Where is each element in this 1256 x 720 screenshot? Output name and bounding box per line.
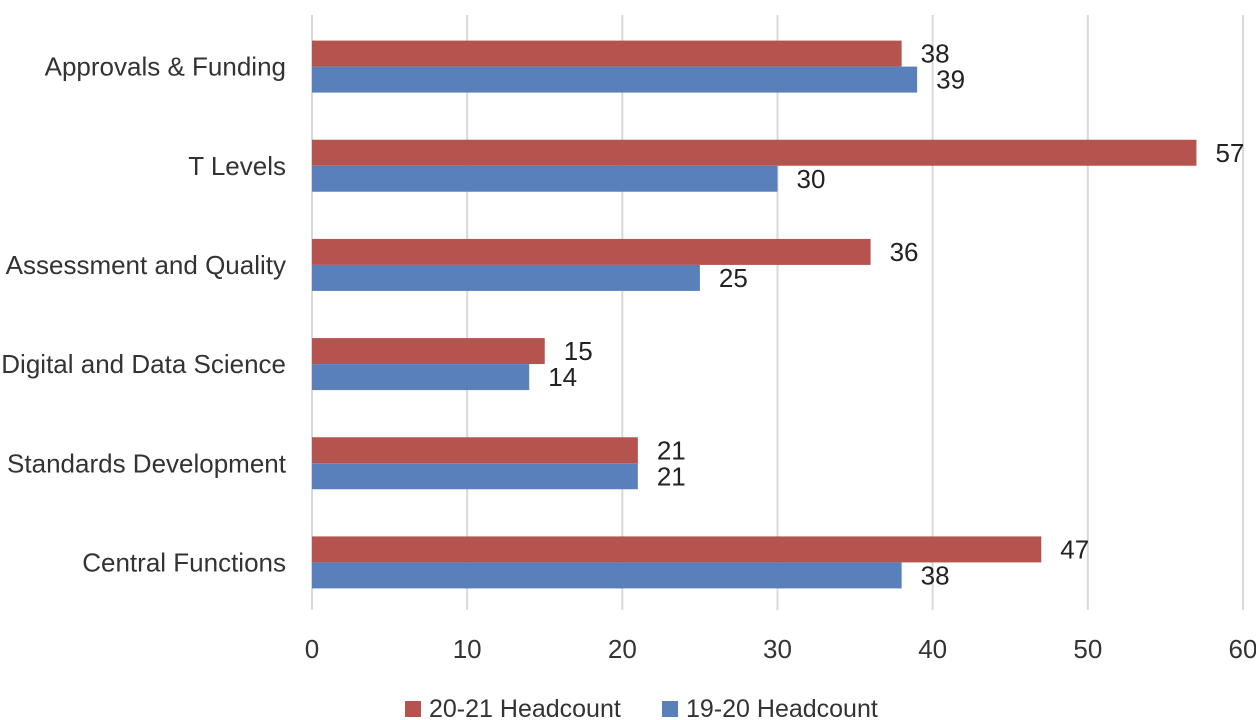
bar	[312, 264, 700, 291]
category-label: Central Functions	[82, 547, 286, 577]
x-tick-label: 50	[1073, 634, 1102, 664]
category-label: T Levels	[188, 151, 286, 181]
legend-swatch	[662, 701, 678, 717]
data-label: 14	[548, 362, 577, 392]
bar	[312, 40, 902, 67]
bar	[312, 562, 902, 589]
category-labels: Approvals & Funding T Levels Assessment an…	[1, 52, 286, 578]
bar	[312, 66, 918, 93]
bar	[312, 238, 871, 265]
data-label: 21	[657, 435, 686, 465]
legend-swatch	[405, 701, 421, 717]
bar	[312, 364, 530, 391]
x-tick-label: 40	[918, 634, 947, 664]
data-label: 39	[936, 65, 965, 95]
category-label: Assessment and Quality	[6, 250, 286, 280]
x-tick-label: 10	[453, 634, 482, 664]
bar	[312, 536, 1042, 563]
bar	[312, 437, 638, 464]
x-tick-label: 60	[1229, 634, 1256, 664]
data-label: 15	[564, 336, 593, 366]
legend: 20-21 Headcount 19-20 Headcount	[405, 695, 878, 720]
legend-label: 19-20 Headcount	[686, 695, 878, 720]
gridlines	[311, 15, 1244, 610]
data-label: 25	[719, 263, 748, 293]
bar	[312, 463, 638, 490]
x-tick-label: 30	[763, 634, 792, 664]
data-label: 30	[797, 164, 826, 194]
bar	[312, 139, 1197, 166]
bars	[312, 40, 1197, 589]
x-tick-labels: 0 10 20 30 40 50 60	[305, 634, 1256, 664]
category-label: Approvals & Funding	[45, 52, 286, 82]
x-tick-label: 0	[305, 634, 319, 664]
bar	[312, 338, 545, 365]
data-label: 38	[921, 39, 950, 69]
category-label: Standards Development	[7, 448, 287, 478]
bar	[312, 165, 778, 192]
data-label: 36	[890, 237, 919, 267]
category-label: Digital and Data Science	[1, 349, 286, 379]
legend-label: 20-21 Headcount	[429, 695, 621, 720]
x-tick-label: 20	[608, 634, 637, 664]
data-label: 38	[921, 560, 950, 590]
data-label: 57	[1215, 138, 1244, 168]
data-label: 21	[657, 461, 686, 491]
data-label: 47	[1060, 534, 1089, 564]
